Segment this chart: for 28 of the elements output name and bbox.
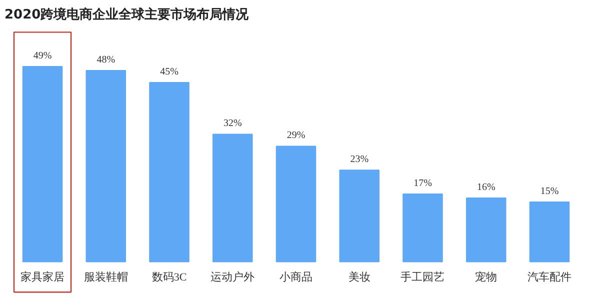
x-tick-label: 数码3C <box>152 272 187 284</box>
x-tick-label: 运动户外 <box>210 270 255 284</box>
chart-title: 2020跨境电商企业全球主要市场布局情况 <box>4 6 250 22</box>
data-label: 49% <box>33 50 52 62</box>
data-label: 17% <box>414 178 432 189</box>
x-tick-label: 手工园艺 <box>400 270 445 284</box>
data-label: 16% <box>476 182 496 193</box>
bar <box>529 201 570 262</box>
bar <box>276 146 316 262</box>
x-tick-label: 宠物 <box>475 270 498 284</box>
bar <box>339 170 380 262</box>
data-label: 32% <box>223 118 242 130</box>
data-label: 15% <box>540 186 559 197</box>
bar <box>212 134 253 262</box>
bar <box>402 193 443 262</box>
x-tick-label: 小商品 <box>280 270 312 284</box>
bar <box>466 197 506 262</box>
data-label: 29% <box>286 130 306 142</box>
bar <box>22 66 63 262</box>
x-tick-label: 汽车配件 <box>527 270 572 284</box>
data-label: 45% <box>160 66 178 78</box>
x-tick-label: 家具家居 <box>20 270 65 284</box>
data-label: 48% <box>96 54 116 66</box>
x-tick-label: 服装鞋帽 <box>84 270 128 284</box>
bar <box>149 82 190 262</box>
data-label: 23% <box>350 154 369 166</box>
x-tick-label: 美妆 <box>348 270 370 284</box>
bar <box>86 70 126 262</box>
